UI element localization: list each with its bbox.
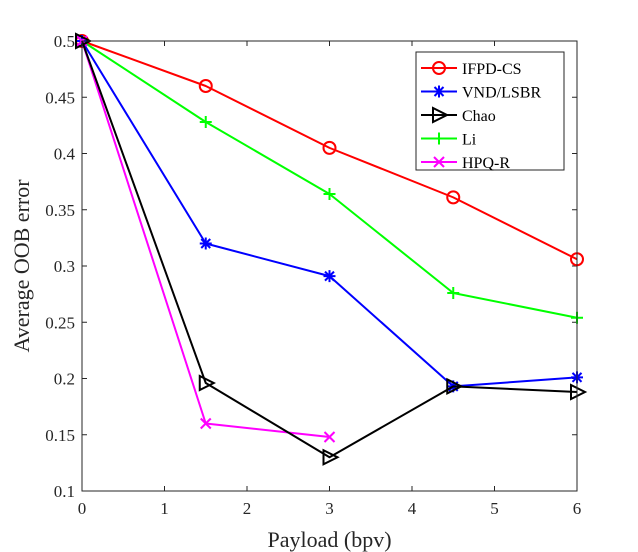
- series-line: [81, 40, 578, 459]
- cross-marker: [433, 156, 445, 168]
- y-tick-label: 0.25: [45, 313, 75, 332]
- legend: IFPD-CS VND/LSBR Chao Li HPQ-R: [415, 51, 565, 172]
- circle-marker: [198, 79, 213, 93]
- x-tick-label: 2: [243, 499, 252, 518]
- plus-marker: [447, 287, 460, 299]
- legend-item-chao: Chao: [421, 106, 496, 125]
- triangle-marker: [446, 377, 464, 395]
- legend-item-hpq-r: HPQ-R: [421, 155, 510, 172]
- marker-stroke: [324, 270, 335, 282]
- legend-item-vnd-lsbr: VND/LSBR: [421, 85, 541, 102]
- triangle-marker: [432, 106, 450, 124]
- x-tick-labels: 0 1 2 3 4 5 6: [78, 499, 582, 518]
- plus-marker: [199, 116, 212, 128]
- marker-stroke: [200, 417, 212, 430]
- y-tick-label: 0.3: [54, 257, 75, 276]
- x-tick-label: 6: [573, 499, 582, 518]
- legend-items: IFPD-CS VND/LSBR Chao Li HPQ-R: [421, 61, 541, 172]
- marker-stroke: [200, 238, 211, 249]
- x-tick-label: 5: [490, 499, 499, 518]
- cross-marker: [323, 431, 336, 443]
- x-axis-title: Payload (bpv): [267, 527, 391, 552]
- legend-item-ifpd-cs: IFPD-CS: [421, 61, 522, 78]
- legend-label: IFPD-CS: [462, 61, 522, 78]
- plus-marker: [433, 132, 445, 145]
- y-tick-label: 0.4: [54, 145, 76, 164]
- cross-marker: [200, 417, 212, 430]
- marker-stroke: [433, 86, 445, 97]
- asterisk-marker: [323, 270, 336, 283]
- triangle-marker: [322, 448, 340, 466]
- triangle-marker: [198, 374, 216, 392]
- circle-marker: [446, 190, 461, 205]
- triangle-marker: [570, 383, 588, 401]
- y-tick-label: 0.5: [54, 32, 75, 51]
- series-layer: [75, 32, 588, 466]
- x-tick-label: 1: [160, 499, 169, 518]
- marker-stroke: [323, 431, 336, 443]
- legend-label: Chao: [462, 108, 496, 125]
- asterisk-marker: [433, 85, 445, 98]
- triangle-marker: [75, 32, 93, 50]
- x-tick-label: 0: [78, 499, 87, 518]
- y-tick-label: 0.1: [54, 482, 75, 501]
- legend-label: HPQ-R: [462, 155, 510, 172]
- asterisk-marker: [199, 237, 212, 250]
- y-tick-label: 0.45: [45, 88, 75, 107]
- plot-frame: [81, 40, 578, 492]
- y-tick-label: 0.2: [54, 370, 75, 389]
- circle-marker: [432, 61, 446, 75]
- y-axis-title: Average OOB error: [9, 179, 34, 353]
- x-tick-label: 4: [408, 499, 417, 518]
- y-tick-labels: 0.1 0.15 0.2 0.25 0.3 0.35 0.4 0.45 0.5: [45, 32, 75, 501]
- legend-label: VND/LSBR: [462, 85, 541, 102]
- plus-marker: [323, 188, 336, 200]
- x-tick-label: 3: [325, 499, 334, 518]
- marker-stroke: [433, 156, 445, 168]
- circle-marker: [322, 140, 337, 155]
- legend-item-li: Li: [421, 132, 477, 149]
- series-chao: [75, 32, 588, 466]
- y-tick-label: 0.15: [45, 426, 75, 445]
- y-tick-label: 0.35: [45, 201, 75, 220]
- legend-label: Li: [462, 132, 477, 149]
- series-line: [81, 40, 578, 261]
